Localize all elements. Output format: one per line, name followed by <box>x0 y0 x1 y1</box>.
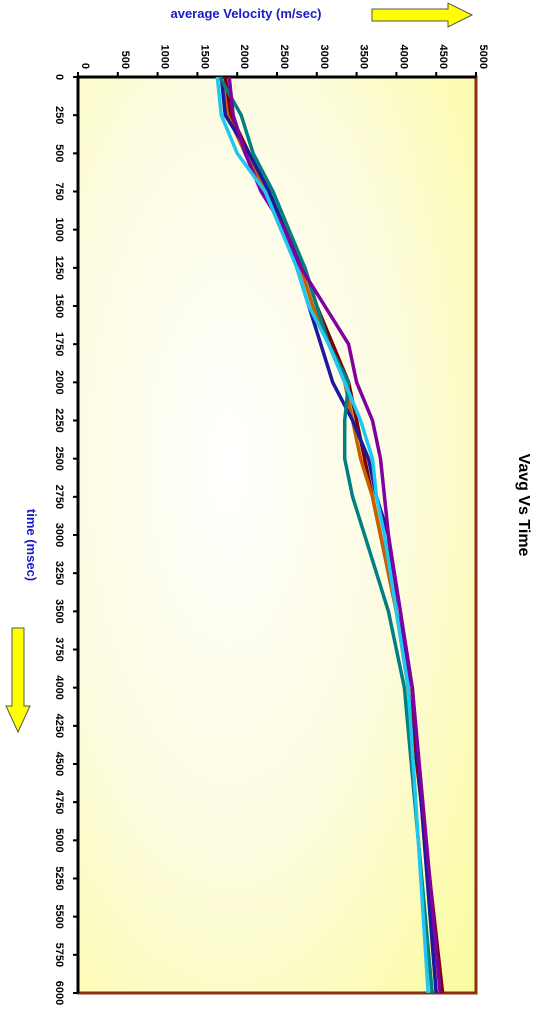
x-tick-label: 5500 <box>53 904 65 928</box>
y-tick-label: 3000 <box>318 45 330 69</box>
x-tick-label: 3750 <box>53 637 65 661</box>
x-tick-label: 4000 <box>53 675 65 699</box>
y-tick-label: 1500 <box>198 45 210 69</box>
x-tick-label: 4750 <box>53 790 65 814</box>
x-tick-label: 2250 <box>53 408 65 432</box>
x-tick-label: 1750 <box>53 332 65 356</box>
x-tick-label: 2500 <box>53 446 65 470</box>
y-axis-title: average Velocity (m/sec) <box>170 6 321 21</box>
y-tick-label: 1000 <box>159 45 171 69</box>
y-tick-label: 0 <box>79 63 91 69</box>
x-tick-label: 3000 <box>53 523 65 547</box>
x-tick-label: 4250 <box>53 714 65 738</box>
y-tick-label: 4000 <box>397 45 409 69</box>
x-tick-label: 5000 <box>53 828 65 852</box>
arrow-down-icon <box>5 627 31 734</box>
x-axis-title: time (msec) <box>24 509 39 581</box>
x-tick-label: 750 <box>53 182 65 200</box>
x-tick-label: 1000 <box>53 217 65 241</box>
x-tick-label: 2750 <box>53 485 65 509</box>
y-tick-label: 4500 <box>437 45 449 69</box>
x-tick-label: 3500 <box>53 599 65 623</box>
x-tick-label: 5750 <box>53 943 65 967</box>
y-tick-label: 3500 <box>358 45 370 69</box>
x-tick-label: 3250 <box>53 561 65 585</box>
arrow-right-icon <box>371 2 474 28</box>
y-tick-label: 2500 <box>278 45 290 69</box>
series-line-3 <box>219 76 438 994</box>
x-tick-label: 1500 <box>53 294 65 318</box>
y-tick-label: 5000 <box>477 45 489 69</box>
series-line-6 <box>215 76 430 994</box>
y-tick-label: 500 <box>119 51 131 69</box>
chart-title: Vavg Vs Time <box>515 454 532 557</box>
y-tick-label: 2000 <box>238 45 250 69</box>
series-line-4 <box>218 76 434 994</box>
x-tick-label: 1250 <box>53 256 65 280</box>
x-tick-label: 5250 <box>53 866 65 890</box>
x-tick-label: 0 <box>53 74 65 80</box>
x-tick-label: 6000 <box>53 981 65 1005</box>
x-tick-label: 4500 <box>53 752 65 776</box>
x-tick-label: 500 <box>53 144 65 162</box>
x-tick-label: 250 <box>53 106 65 124</box>
plot-area <box>78 77 476 993</box>
x-tick-label: 2000 <box>53 370 65 394</box>
